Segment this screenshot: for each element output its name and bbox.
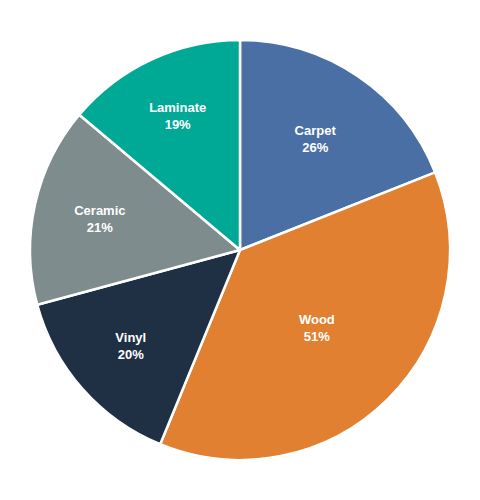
svg-text:Ceramic21%: Ceramic21% [74, 203, 125, 235]
svg-text:Laminate19%: Laminate19% [149, 100, 206, 132]
svg-text:Wood51%: Wood51% [299, 312, 335, 344]
svg-text:Carpet26%: Carpet26% [295, 123, 337, 155]
svg-text:Vinyl20%: Vinyl20% [115, 330, 146, 362]
